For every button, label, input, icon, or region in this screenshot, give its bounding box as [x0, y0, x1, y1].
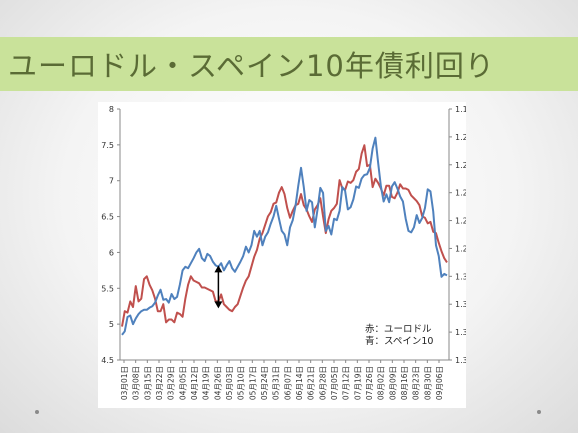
- x-tick-label: 07月12日: [342, 366, 351, 400]
- x-tick-label: 08月16日: [400, 366, 409, 400]
- x-tick-label: 04月05日: [178, 366, 187, 400]
- x-tick-label: 05月10日: [237, 366, 246, 400]
- slide-title: ユーロドル・スペイン10年債利回り: [8, 49, 495, 83]
- left-tick-label: 6: [109, 248, 114, 257]
- x-tick-label: 06月28日: [318, 366, 327, 400]
- left-tick-label: 4.5: [101, 356, 114, 365]
- slide-dot-right: [537, 410, 541, 414]
- x-tick-label: 03月29日: [167, 366, 176, 400]
- x-tick-label: 04月12日: [190, 366, 199, 400]
- right-tick-label: 1.18: [455, 105, 466, 114]
- right-tick-label: 1.2: [455, 133, 466, 142]
- slide-title-band: ユーロドル・スペイン10年債利回り: [0, 37, 578, 91]
- x-tick-label: 08月30日: [423, 366, 432, 400]
- slide-dot-left: [35, 410, 39, 414]
- x-tick-label: 08月09日: [388, 366, 397, 400]
- right-tick-label: 1.22: [455, 161, 466, 170]
- left-tick-label: 8: [109, 105, 114, 114]
- left-tick-label: 7: [109, 177, 114, 186]
- right-tick-label: 1.36: [455, 356, 466, 365]
- x-tick-label: 03月08日: [132, 366, 141, 400]
- right-tick-label: 1.34: [455, 328, 466, 337]
- x-tick-label: 03月22日: [155, 366, 164, 400]
- right-tick-label: 1.3: [455, 272, 466, 281]
- x-tick-label: 08月02日: [377, 366, 386, 400]
- right-tick-label: 1.26: [455, 217, 466, 226]
- chart-container: 4.5 5 5.5 6 6.5 7 7.5 8 1.18 1.2 1.22 1.24 1.26 1.28 1…: [98, 102, 473, 408]
- x-tick-label: 05月24日: [260, 366, 269, 400]
- left-tick-label: 5: [109, 320, 114, 329]
- x-tick-label: 04月26日: [213, 366, 222, 400]
- left-tick-label: 5.5: [101, 284, 114, 293]
- x-tick-label: 06月21日: [307, 366, 316, 400]
- line-chart: 4.5 5 5.5 6 6.5 7 7.5 8 1.18 1.2 1.22 1.24 1.26 1.28 1…: [101, 105, 473, 400]
- x-tick-label: 04月19日: [202, 366, 211, 400]
- right-tick-label: 1.24: [455, 189, 466, 198]
- left-tick-label: 6.5: [101, 213, 114, 222]
- x-tick-label: 03月01日: [120, 366, 129, 400]
- x-tick-label: 05月03日: [225, 366, 234, 400]
- x-tick-label: 07月26日: [365, 366, 374, 400]
- x-tick-label: 08月23日: [412, 366, 421, 400]
- right-tick-label: 1.28: [455, 244, 466, 253]
- left-tick-label: 7.5: [101, 141, 114, 150]
- x-tick-label: 07月19日: [353, 366, 362, 400]
- x-tick-label: 07月05日: [330, 366, 339, 400]
- x-tick-label: 05月31日: [272, 366, 281, 400]
- legend-spain10y: 青：スペイン10: [365, 335, 433, 347]
- series-line-spain10y: [121, 136, 448, 336]
- x-tick-label: 09月06日: [435, 366, 444, 400]
- annotation-arrowhead-down: [214, 301, 223, 309]
- legend-eurusd: 赤：ユーロドル: [365, 324, 432, 335]
- x-tick-label: 06月14日: [295, 366, 304, 400]
- right-tick-label: 1.32: [455, 300, 466, 309]
- x-tick-label: 05月17日: [248, 366, 257, 400]
- series-line-eurusd: [121, 144, 448, 327]
- annotation-arrowhead-up: [214, 265, 223, 273]
- x-tick-label: 03月15日: [143, 366, 152, 400]
- x-tick-label: 06月07日: [283, 366, 292, 400]
